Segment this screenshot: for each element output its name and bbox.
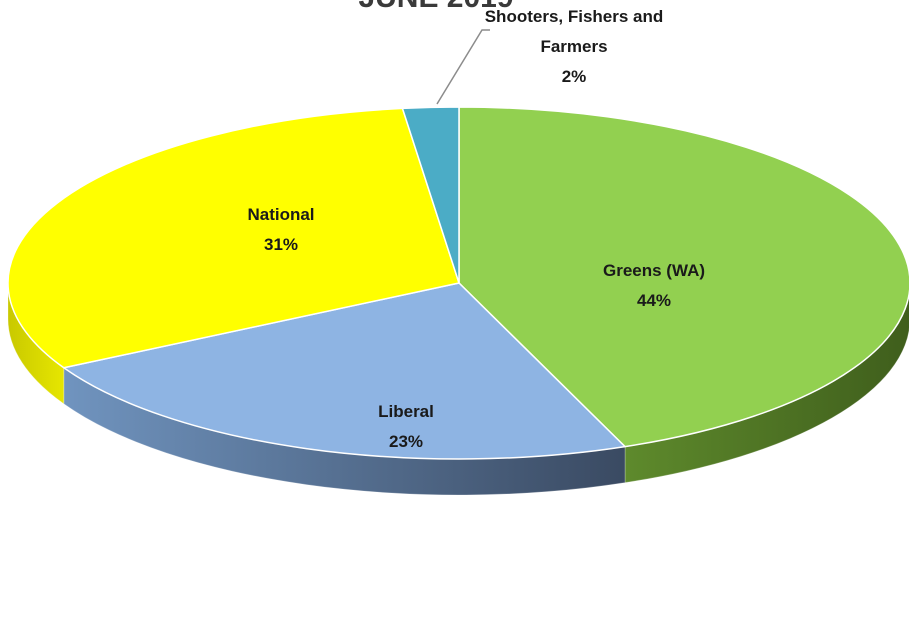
data-label-shooters-fishers-and-farmers: Farmers: [540, 37, 607, 56]
data-label-liberal: Liberal: [378, 402, 434, 421]
pie-slice-liberal: [63, 282, 626, 460]
data-label-national: National: [247, 205, 314, 224]
data-label-shooters-fishers-and-farmers: Shooters, Fishers and: [485, 7, 664, 26]
leader-line: [436, 29, 490, 105]
pie-slices: [7, 106, 909, 460]
pie-slice-greens-wa: [458, 106, 909, 448]
data-label-value-greens-wa: 44%: [637, 291, 671, 310]
data-label-value-shooters-fishers-and-farmers: 2%: [562, 67, 587, 86]
data-label-value-liberal: 23%: [389, 432, 423, 451]
pie-slice-national: [7, 107, 460, 369]
chart-title: JUNE 2019: [358, 0, 513, 14]
data-labels: Greens (WA) 44% Liberal 23% National 31% Shoot…: [247, 7, 705, 451]
data-label-value-national: 31%: [264, 235, 298, 254]
data-label-greens-wa: Greens (WA): [603, 261, 705, 280]
pie-slice-shooters-fishers-and-farmers: [401, 106, 460, 284]
